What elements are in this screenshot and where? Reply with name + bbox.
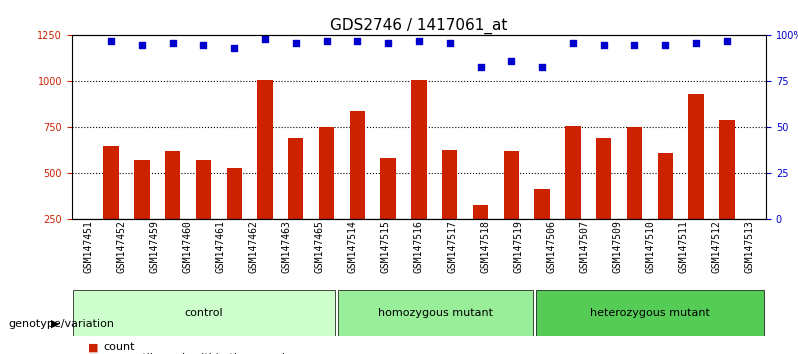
Point	[721, 38, 733, 44]
FancyBboxPatch shape	[536, 290, 764, 336]
Point	[444, 40, 456, 46]
Bar	[319, 126, 334, 266]
Text: GSM147465: GSM147465	[314, 221, 325, 274]
Point	[381, 40, 394, 46]
Point	[535, 64, 548, 69]
Text: ■: ■	[88, 353, 98, 354]
Bar	[504, 152, 519, 266]
Text: genotype/variation: genotype/variation	[8, 319, 114, 329]
Bar	[227, 168, 242, 266]
Text: GSM147518: GSM147518	[480, 221, 490, 274]
Text: GSM147460: GSM147460	[183, 221, 192, 274]
Point	[689, 40, 702, 46]
Text: GSM147514: GSM147514	[348, 221, 358, 274]
Text: GSM147506: GSM147506	[546, 221, 556, 274]
Text: homozygous mutant: homozygous mutant	[378, 308, 493, 318]
Point	[320, 38, 333, 44]
Bar	[658, 153, 673, 266]
Point	[474, 64, 487, 69]
Text: GSM147510: GSM147510	[646, 221, 655, 274]
Text: GSM147513: GSM147513	[745, 221, 755, 274]
Bar	[288, 138, 303, 266]
Text: count: count	[104, 342, 135, 352]
Point	[166, 40, 179, 46]
Bar	[165, 152, 180, 266]
Point	[628, 42, 641, 47]
Text: GSM147509: GSM147509	[612, 221, 622, 274]
Bar	[104, 146, 119, 266]
Bar	[473, 205, 488, 266]
Text: ▶: ▶	[51, 319, 60, 329]
Point	[567, 40, 579, 46]
Bar	[196, 160, 211, 266]
Bar	[442, 149, 457, 266]
Point	[228, 45, 241, 51]
Bar	[411, 80, 427, 266]
Text: GSM147507: GSM147507	[579, 221, 589, 274]
Bar	[626, 126, 642, 266]
Title: GDS2746 / 1417061_at: GDS2746 / 1417061_at	[330, 18, 508, 34]
Point	[413, 38, 425, 44]
Point	[105, 38, 117, 44]
Text: GSM147463: GSM147463	[282, 221, 292, 274]
Bar	[689, 94, 704, 266]
Text: GSM147452: GSM147452	[117, 221, 126, 274]
Text: GSM147511: GSM147511	[678, 221, 689, 274]
Bar	[350, 111, 365, 266]
Point	[259, 36, 271, 42]
Point	[197, 42, 210, 47]
FancyBboxPatch shape	[73, 290, 334, 336]
FancyBboxPatch shape	[338, 290, 533, 336]
Bar	[719, 120, 734, 266]
Text: GSM147519: GSM147519	[513, 221, 523, 274]
Text: GSM147512: GSM147512	[712, 221, 721, 274]
Point	[136, 42, 148, 47]
Bar	[596, 138, 611, 266]
Bar	[134, 160, 149, 266]
Text: control: control	[185, 308, 223, 318]
Text: GSM147462: GSM147462	[249, 221, 259, 274]
Bar	[381, 158, 396, 266]
Bar	[257, 80, 273, 266]
Text: heterozygous mutant: heterozygous mutant	[591, 308, 710, 318]
Point	[659, 42, 672, 47]
Text: GSM147451: GSM147451	[83, 221, 93, 274]
Point	[290, 40, 302, 46]
Text: GSM147459: GSM147459	[149, 221, 160, 274]
Text: percentile rank within the sample: percentile rank within the sample	[104, 353, 291, 354]
Point	[351, 38, 364, 44]
Text: GSM147461: GSM147461	[215, 221, 226, 274]
Bar	[565, 126, 581, 266]
Point	[597, 42, 610, 47]
Text: GSM147517: GSM147517	[447, 221, 457, 274]
Text: GSM147516: GSM147516	[414, 221, 424, 274]
Bar	[535, 189, 550, 266]
Text: GSM147515: GSM147515	[381, 221, 391, 274]
Text: ■: ■	[88, 342, 98, 352]
Point	[505, 58, 518, 64]
